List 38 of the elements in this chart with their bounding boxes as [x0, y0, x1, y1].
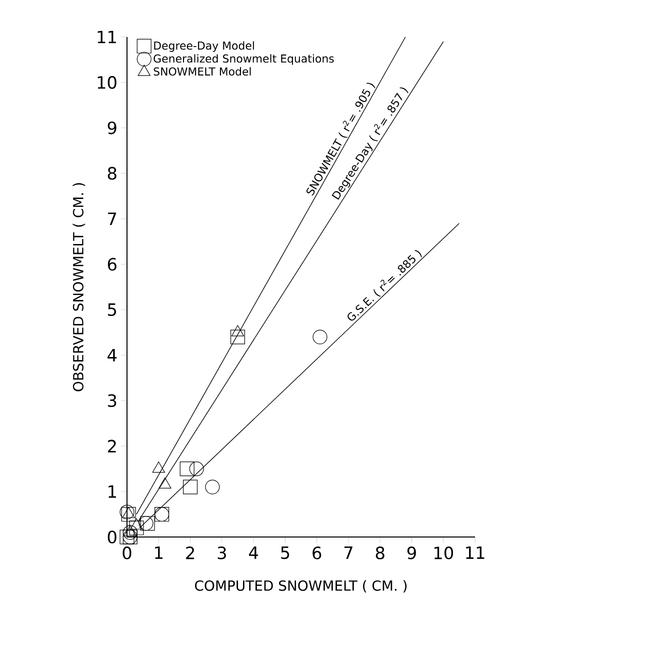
x-tick-label: 9	[407, 546, 416, 560]
point	[122, 525, 138, 540]
y-tick-label: 3	[108, 394, 116, 408]
x-tick-label: 1	[155, 546, 162, 559]
y-tick-label: 0	[108, 530, 116, 544]
point	[312, 330, 328, 344]
x-tick-label: 0	[122, 546, 132, 560]
y-tick-label: 9	[108, 121, 116, 134]
x-tick-label: 4	[248, 546, 258, 559]
point	[183, 480, 198, 494]
x-tick-label: 6	[312, 546, 322, 560]
x-tick-label: 2	[186, 546, 194, 560]
legend-label: SNOWMELT Model	[154, 67, 251, 76]
y-tick-label: 6	[108, 258, 116, 271]
y-tick-label: 1	[108, 485, 116, 498]
x-tick-label: 10	[434, 546, 454, 560]
x-tick-label: 7	[344, 546, 352, 559]
point	[180, 462, 194, 476]
legend-label: Generalized Snowmelt Equations	[154, 54, 334, 65]
y-tick-label: 11	[98, 30, 116, 44]
y-tick-label: 4	[108, 349, 117, 362]
legend-label: Degree-Day Model	[154, 41, 254, 52]
y-tick-label: 2	[108, 440, 116, 452]
y-tick-label: 8	[108, 166, 116, 180]
x-tick-label: 8	[376, 546, 384, 560]
point	[205, 480, 220, 494]
point	[189, 462, 204, 476]
x-tick-label: 5	[281, 546, 290, 560]
y-tick-label: 7	[108, 212, 116, 225]
y-axis-title: OBSERVED SNOWMELT ( CM. )	[72, 183, 86, 392]
x-tick-label: 11	[466, 546, 484, 559]
point	[120, 530, 134, 544]
point	[230, 330, 246, 344]
x-axis-title: COMPUTED SNOWMELT ( CM. )	[195, 580, 407, 593]
point	[129, 520, 144, 536]
y-tick-label: 5	[108, 303, 116, 316]
x-tick-label: 3	[218, 546, 226, 560]
y-tick-label: 10	[98, 76, 116, 89]
